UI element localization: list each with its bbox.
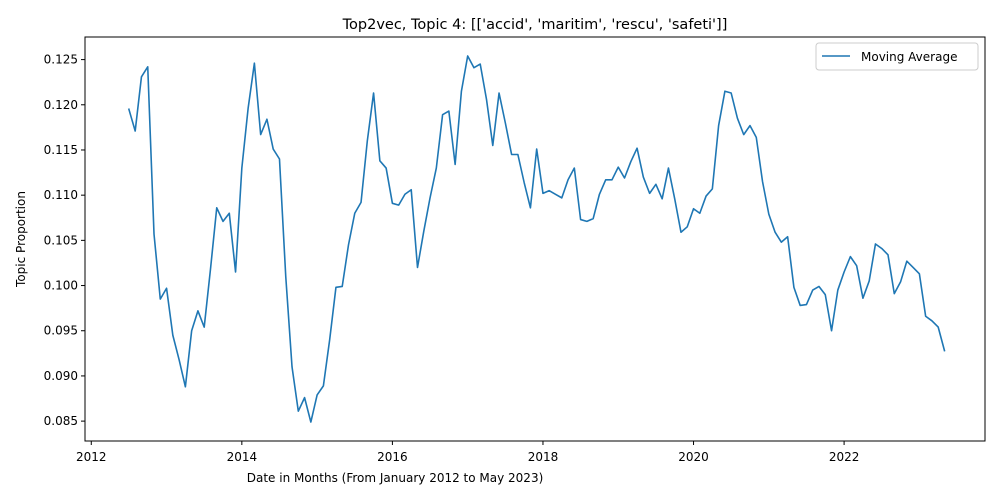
legend: Moving Average [815,42,979,71]
x-axis-label: Date in Months (From January 2012 to May… [247,471,544,485]
y-tick-label: 0.110 [44,188,78,202]
plot-area-frame [84,36,986,442]
legend-label-moving-average: Moving Average [861,50,957,64]
x-tick-label: 2016 [377,450,408,464]
y-tick-label: 0.115 [44,143,78,157]
legend-box [815,42,979,71]
y-tick-label: 0.100 [44,279,78,293]
series-layer [127,55,946,423]
x-tick-label: 2014 [227,450,258,464]
x-tick-label: 2020 [678,450,709,464]
x-tick-label: 2018 [528,450,559,464]
series-line-moving-average [127,55,946,423]
y-tick-label: 0.090 [44,369,78,383]
y-axis: 0.085 0.090 0.095 0.100 0.105 0.110 0.115 0.120… [44,53,85,428]
x-tick-label: 2012 [76,450,107,464]
y-tick-label: 0.105 [44,233,78,247]
x-tick-label: 2022 [829,450,860,464]
y-tick-label: 0.085 [44,414,78,428]
x-axis: 2012 2014 2016 2018 2020 2022 [76,441,859,464]
y-tick-label: 0.125 [44,53,78,67]
y-tick-label: 0.120 [44,98,78,112]
chart-title: Top2vec, Topic 4: [['accid', 'maritim', … [342,17,728,33]
y-tick-label: 0.095 [44,324,78,338]
y-axis-label: Topic Proportion [14,191,28,288]
